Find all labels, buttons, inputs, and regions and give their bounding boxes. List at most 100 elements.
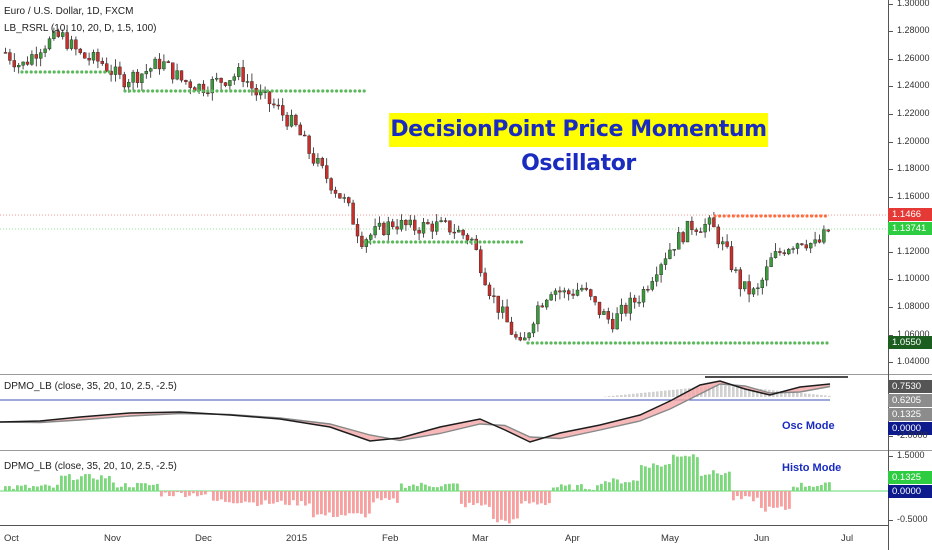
support-dot bbox=[418, 240, 422, 244]
candlestick-chart[interactable] bbox=[0, 0, 888, 374]
pane-separator[interactable] bbox=[0, 374, 888, 375]
symbol-header[interactable]: Euro / U.S. Dollar, 1D, FXCM bbox=[4, 6, 134, 17]
support-dot bbox=[243, 89, 247, 93]
candle-body bbox=[426, 222, 430, 225]
candle-body bbox=[21, 61, 25, 66]
support-dot bbox=[206, 89, 210, 93]
histo-bar bbox=[592, 489, 595, 491]
candle-body bbox=[461, 229, 465, 236]
support-dot bbox=[820, 341, 825, 345]
histo-bar bbox=[716, 473, 719, 491]
support-dot bbox=[696, 341, 700, 345]
candle-body bbox=[795, 243, 800, 249]
osc-histo-bar bbox=[644, 392, 647, 397]
pane-separator[interactable] bbox=[0, 450, 888, 451]
x-tick-nov: Nov bbox=[104, 533, 121, 544]
histo-bar bbox=[272, 491, 275, 504]
x-tick-jul: Jul bbox=[841, 533, 854, 544]
support-dot bbox=[57, 70, 61, 74]
support-dot bbox=[446, 240, 450, 244]
support-dot bbox=[71, 70, 75, 74]
osc-histo-bar bbox=[820, 395, 823, 397]
price-axis[interactable]: 1.30000 1.28000 1.26000 1.24000 1.22000 … bbox=[888, 0, 932, 550]
histo-bar bbox=[12, 488, 15, 491]
candle-body bbox=[743, 281, 747, 290]
x-tick-mar: Mar bbox=[472, 533, 489, 544]
histo-bar bbox=[208, 491, 211, 492]
histo-bar bbox=[628, 482, 631, 491]
histogram-plot[interactable] bbox=[0, 451, 888, 525]
candle-body bbox=[259, 91, 263, 96]
support-dot bbox=[595, 341, 599, 345]
support-dot bbox=[774, 341, 779, 345]
candle-body bbox=[505, 306, 509, 323]
indicator-header[interactable]: LB_RSRL (10, 10, 20, D, 1.5, 100) bbox=[4, 23, 157, 34]
price-pane[interactable]: Euro / U.S. Dollar, 1D, FXCM LB_RSRL (10… bbox=[0, 0, 888, 374]
histo-header[interactable]: DPMO_LB (close, 35, 20, 10, 2.5, -2.5) bbox=[4, 461, 177, 472]
candle-body bbox=[39, 52, 43, 59]
osc-histo-bar bbox=[636, 393, 639, 397]
candle-body bbox=[126, 82, 131, 88]
support-dot bbox=[728, 341, 733, 345]
osc-header[interactable]: DPMO_LB (close, 35, 20, 10, 2.5, -2.5) bbox=[4, 381, 177, 392]
candle-body bbox=[734, 269, 738, 271]
histo-bar bbox=[304, 491, 307, 506]
support-dot bbox=[316, 89, 320, 93]
support-dot bbox=[544, 341, 549, 345]
support-dot bbox=[802, 341, 806, 345]
candle-body bbox=[236, 67, 241, 77]
histo-bar bbox=[176, 491, 179, 493]
histogram-pane[interactable]: DPMO_LB (close, 35, 20, 10, 2.5, -2.5) H… bbox=[0, 451, 888, 525]
support-dot bbox=[450, 240, 454, 244]
histo-bar bbox=[60, 475, 63, 491]
histo-bar bbox=[88, 474, 91, 491]
histo-bar bbox=[500, 491, 503, 520]
histo-bar bbox=[388, 491, 391, 500]
candle-body bbox=[281, 105, 285, 116]
candle-body bbox=[421, 222, 426, 234]
candle-body bbox=[214, 77, 219, 80]
support-dot bbox=[770, 341, 774, 345]
histo-bar bbox=[248, 491, 251, 503]
osc-histo-bar bbox=[784, 391, 787, 397]
candle-body bbox=[826, 229, 830, 232]
histo-bar bbox=[92, 478, 95, 491]
support-dot bbox=[460, 240, 464, 244]
support-dot bbox=[348, 89, 352, 93]
osc-histo-bar bbox=[808, 393, 811, 397]
histo-bar bbox=[440, 486, 443, 491]
support-dot bbox=[807, 341, 811, 345]
candle-body bbox=[272, 103, 276, 106]
histo-bar bbox=[140, 483, 143, 491]
candle-body bbox=[338, 193, 342, 199]
osc-histo-bar bbox=[608, 396, 611, 397]
support-dot bbox=[368, 240, 372, 244]
osc-histo-bar bbox=[720, 385, 723, 397]
histo-bar bbox=[372, 491, 375, 503]
oscillator-plot[interactable] bbox=[0, 375, 888, 450]
candle-body bbox=[148, 68, 153, 72]
candle-body bbox=[153, 58, 157, 69]
x-tick-2015: 2015 bbox=[286, 533, 308, 544]
histo-bar bbox=[484, 491, 487, 505]
candle-body bbox=[325, 165, 329, 179]
osc-histo-bar bbox=[812, 394, 815, 397]
candle-body bbox=[562, 290, 566, 293]
support-dot bbox=[655, 341, 659, 345]
histo-bar bbox=[552, 487, 555, 491]
oscillator-pane[interactable]: DPMO_LB (close, 35, 20, 10, 2.5, -2.5) O… bbox=[0, 375, 888, 450]
histo-bar bbox=[4, 486, 7, 491]
histo-bar bbox=[344, 491, 347, 516]
histo-bar bbox=[328, 491, 331, 513]
candle-body bbox=[355, 224, 360, 237]
histo-bar bbox=[260, 491, 263, 505]
histo-bar bbox=[256, 491, 259, 506]
candle-body bbox=[487, 284, 492, 296]
histo-bar bbox=[244, 491, 247, 502]
histo-bar bbox=[444, 484, 447, 491]
support-dot bbox=[742, 341, 746, 345]
histo-bar bbox=[156, 483, 159, 491]
candle-body bbox=[65, 32, 69, 49]
histo-bar bbox=[784, 491, 787, 510]
candle-body bbox=[113, 66, 118, 75]
